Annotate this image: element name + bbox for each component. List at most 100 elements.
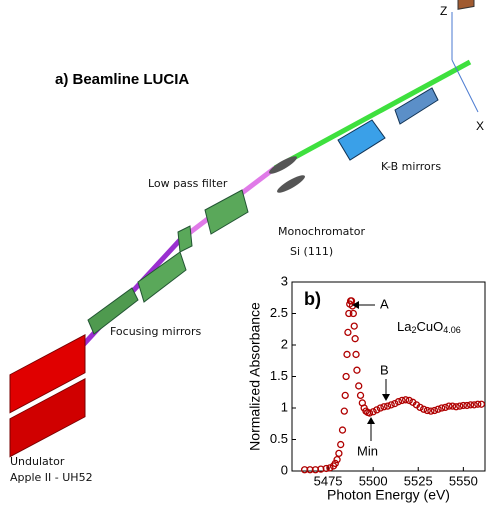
data-point xyxy=(441,403,449,412)
y-tick-label: 2 xyxy=(281,336,288,351)
data-point xyxy=(387,401,395,409)
data-point xyxy=(350,322,358,330)
filter xyxy=(204,189,249,235)
data-point xyxy=(343,350,351,359)
data-point xyxy=(341,391,349,400)
data-point xyxy=(376,404,385,412)
label: Undulator xyxy=(10,455,65,468)
data-point xyxy=(459,401,468,410)
data-point xyxy=(394,398,403,406)
panel-label: b) xyxy=(304,289,321,309)
kb-mirror xyxy=(337,119,386,161)
annotation: Min xyxy=(357,443,378,458)
mirror xyxy=(137,251,187,303)
formula-part: La xyxy=(397,319,412,334)
data-point xyxy=(351,335,359,343)
data-point xyxy=(326,464,334,472)
data-point xyxy=(474,400,482,408)
data-point xyxy=(322,464,330,473)
data-point xyxy=(335,449,343,458)
y-tick-label: 0 xyxy=(281,462,288,477)
annotation: B xyxy=(380,362,389,377)
label: K-B mirrors xyxy=(381,160,441,173)
data-point xyxy=(349,309,357,318)
data-point xyxy=(352,350,360,359)
label: Focusing mirrors xyxy=(110,325,202,338)
data-point xyxy=(356,391,365,400)
data-point xyxy=(342,372,350,381)
undulator-block xyxy=(9,334,86,414)
data-point xyxy=(355,382,363,390)
y-tick-label: 1.5 xyxy=(270,368,288,383)
x-tick-label: 5500 xyxy=(359,473,388,488)
data-point xyxy=(353,366,361,374)
arrowhead xyxy=(382,394,390,401)
sample-formula: La2CuO4.06 xyxy=(397,319,461,335)
formula-part: 4.06 xyxy=(443,325,461,335)
data-point xyxy=(434,405,442,413)
data-point xyxy=(369,408,377,416)
data-point xyxy=(338,426,347,434)
label: Monochromator xyxy=(278,225,365,238)
data-point xyxy=(416,403,424,412)
data-point xyxy=(365,409,374,417)
kb-mirror xyxy=(394,87,439,125)
beam-green xyxy=(273,59,472,171)
data-point xyxy=(445,402,453,410)
data-point xyxy=(337,440,345,449)
data-point xyxy=(391,399,399,408)
crystal xyxy=(269,156,297,174)
data-point xyxy=(401,396,410,404)
diagram-title: a) Beamline LUCIA xyxy=(55,71,189,88)
data-point xyxy=(347,297,356,305)
axis-label: Z xyxy=(440,4,447,18)
label: Low pass filter xyxy=(148,177,228,190)
data-point xyxy=(398,396,406,405)
arrowhead xyxy=(367,417,375,424)
y-tick-label: 1 xyxy=(281,399,288,414)
data-point xyxy=(427,407,435,415)
label: Apple II - UH52 xyxy=(10,471,93,484)
data-point xyxy=(420,405,428,413)
sample xyxy=(457,0,475,10)
annotation: A xyxy=(380,296,389,311)
label: Si (111) xyxy=(290,245,333,258)
data-point xyxy=(452,403,460,411)
y-tick-label: 2.5 xyxy=(270,305,288,320)
data-point xyxy=(380,403,388,411)
data-point xyxy=(340,407,348,415)
x-tick-label: 5475 xyxy=(314,473,343,488)
data-point xyxy=(438,404,446,412)
data-point xyxy=(373,406,381,414)
data-point xyxy=(331,459,339,468)
y-axis-label: Normalized Absorbance xyxy=(247,302,263,451)
data-point xyxy=(423,406,431,415)
data-point xyxy=(345,309,353,318)
filter xyxy=(177,225,193,253)
mirror xyxy=(87,287,139,335)
data-point xyxy=(466,401,475,409)
data-point xyxy=(448,402,457,410)
undulator-block xyxy=(9,378,86,458)
formula-part: CuO xyxy=(416,319,443,334)
axis-label: X xyxy=(476,119,484,133)
data-point xyxy=(470,401,478,409)
arrowhead xyxy=(352,301,359,309)
x-axis-label: Photon Energy (eV) xyxy=(327,487,450,503)
data-point xyxy=(477,400,486,408)
data-point xyxy=(463,401,471,410)
data-point xyxy=(333,456,341,464)
formula-part: 2 xyxy=(411,325,416,335)
y-tick-label: 0.5 xyxy=(270,431,288,446)
data-point xyxy=(405,396,413,405)
crystal xyxy=(277,175,305,193)
y-tick-label: 3 xyxy=(281,273,288,288)
beamline xyxy=(9,0,479,458)
data-point xyxy=(456,402,464,410)
data-point xyxy=(344,328,352,337)
x-tick-label: 5550 xyxy=(449,473,478,488)
data-point xyxy=(383,402,392,410)
axis-arrow xyxy=(451,59,479,113)
